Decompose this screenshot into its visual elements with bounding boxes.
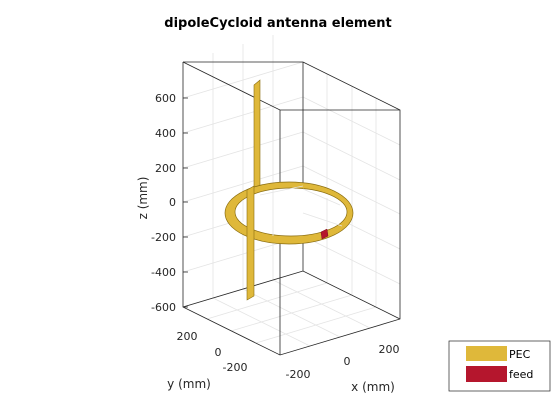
- y-tick-label: 200: [177, 330, 198, 343]
- x-tick-labels: -200 0 200: [286, 343, 400, 381]
- antenna-geometry: [224, 79, 354, 301]
- z-tick-label: -400: [151, 266, 176, 279]
- y-tick-labels: 200 0 -200: [177, 330, 248, 374]
- figure-title: dipoleCycloid antenna element: [164, 16, 391, 31]
- z-tick-label: 0: [169, 196, 176, 209]
- lower-dipole-arm: [246, 185, 255, 301]
- cycloid-ring-inner: [234, 187, 348, 237]
- axes-box: [182, 61, 401, 356]
- z-tick-label: 600: [155, 92, 176, 105]
- legend-swatch-feed: [466, 366, 507, 382]
- x-tick-label: -200: [286, 368, 311, 381]
- legend-label-pec: PEC: [509, 348, 531, 361]
- feed-point: [320, 228, 329, 240]
- x-tick-label: 0: [344, 355, 351, 368]
- z-tick-label: -600: [151, 301, 176, 314]
- z-tick-label: -200: [151, 231, 176, 244]
- x-axis-label: x (mm): [351, 380, 395, 394]
- legend-label-feed: feed: [509, 368, 533, 381]
- legend: PEC feed: [448, 340, 551, 392]
- legend-swatch-pec: [466, 346, 507, 361]
- upper-dipole-arm: [253, 79, 261, 193]
- x-tick-label: 200: [379, 343, 400, 356]
- y-tick-label: -200: [223, 361, 248, 374]
- y-axis-label: y (mm): [167, 377, 211, 391]
- z-axis-label: z (mm): [136, 177, 150, 220]
- z-tick-label: 400: [155, 127, 176, 140]
- z-tick-label: 200: [155, 162, 176, 175]
- z-tick-labels: 600 400 200 0 -200 -400 -600: [151, 92, 176, 314]
- y-tick-label: 0: [215, 346, 222, 359]
